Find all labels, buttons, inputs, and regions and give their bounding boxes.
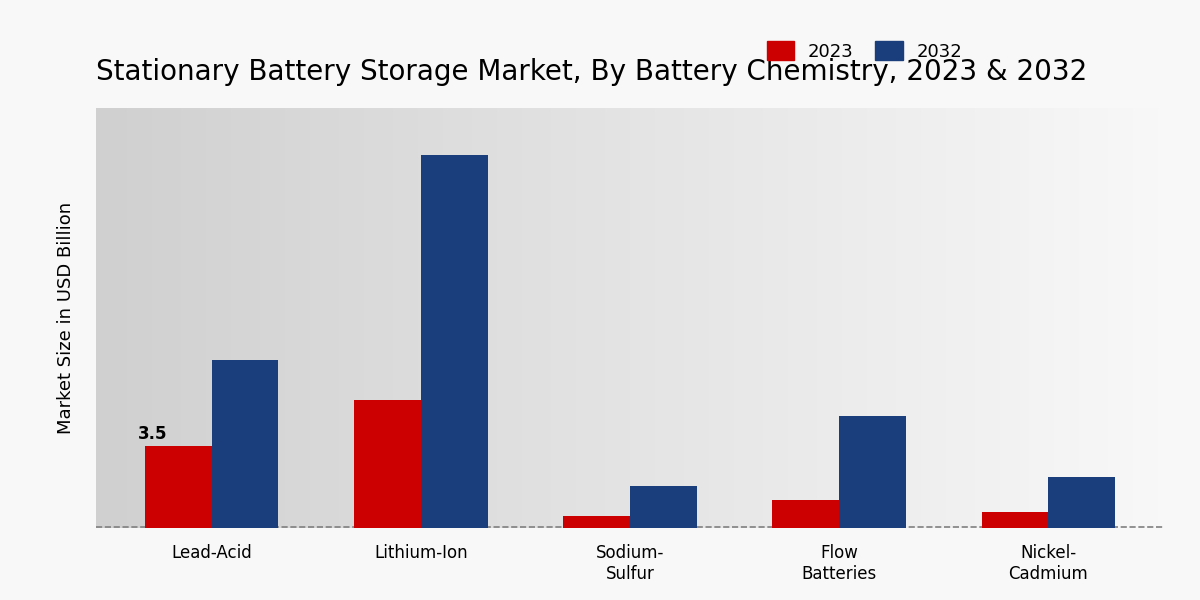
Bar: [839, 416, 906, 528]
Bar: [630, 486, 697, 528]
Bar: [982, 512, 1049, 528]
Legend: 2023, 2032: 2023, 2032: [767, 41, 962, 61]
Y-axis label: Market Size in USD Billion: Market Size in USD Billion: [58, 202, 76, 434]
Text: Stationary Battery Storage Market, By Battery Chemistry, 2023 & 2032: Stationary Battery Storage Market, By Ba…: [96, 58, 1087, 86]
Bar: [144, 446, 211, 528]
Bar: [421, 155, 487, 528]
Bar: [211, 360, 278, 528]
Bar: [354, 400, 421, 528]
Bar: [1049, 476, 1116, 528]
Text: 3.5: 3.5: [138, 425, 168, 443]
Bar: [563, 517, 630, 528]
Bar: [773, 500, 839, 528]
